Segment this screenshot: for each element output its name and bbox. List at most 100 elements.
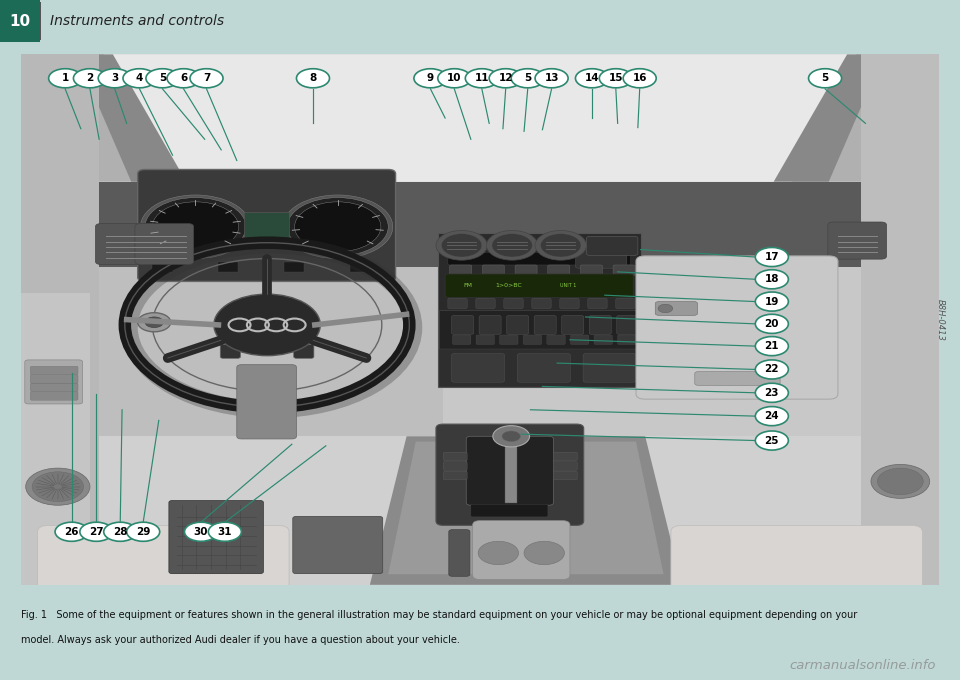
FancyBboxPatch shape bbox=[553, 471, 577, 480]
Text: 16: 16 bbox=[633, 73, 647, 83]
FancyBboxPatch shape bbox=[31, 392, 78, 401]
Text: 5: 5 bbox=[822, 73, 828, 83]
Text: 3: 3 bbox=[111, 73, 118, 83]
Text: 28: 28 bbox=[113, 527, 128, 537]
Text: 17: 17 bbox=[764, 252, 780, 262]
FancyBboxPatch shape bbox=[828, 222, 887, 259]
FancyBboxPatch shape bbox=[562, 316, 584, 335]
Circle shape bbox=[287, 198, 388, 256]
Circle shape bbox=[442, 234, 482, 257]
Text: 13: 13 bbox=[544, 73, 559, 83]
Circle shape bbox=[98, 69, 132, 88]
Text: FM: FM bbox=[464, 283, 472, 288]
Bar bbox=[284, 262, 304, 272]
FancyBboxPatch shape bbox=[547, 335, 565, 345]
Text: 7: 7 bbox=[203, 73, 210, 83]
FancyBboxPatch shape bbox=[37, 526, 289, 591]
Circle shape bbox=[438, 69, 470, 88]
FancyBboxPatch shape bbox=[616, 316, 638, 335]
FancyBboxPatch shape bbox=[448, 299, 468, 309]
Text: 2: 2 bbox=[86, 73, 93, 83]
FancyBboxPatch shape bbox=[448, 252, 631, 265]
Circle shape bbox=[145, 198, 246, 256]
FancyBboxPatch shape bbox=[239, 305, 259, 318]
Polygon shape bbox=[21, 54, 168, 182]
Text: 14: 14 bbox=[585, 73, 599, 83]
Circle shape bbox=[487, 231, 538, 260]
Circle shape bbox=[756, 270, 788, 289]
FancyBboxPatch shape bbox=[436, 424, 584, 526]
Circle shape bbox=[756, 292, 788, 311]
FancyBboxPatch shape bbox=[589, 316, 612, 335]
FancyBboxPatch shape bbox=[636, 256, 838, 399]
Circle shape bbox=[492, 234, 532, 257]
FancyBboxPatch shape bbox=[671, 526, 923, 591]
Circle shape bbox=[49, 69, 82, 88]
FancyBboxPatch shape bbox=[294, 345, 314, 358]
Bar bbox=[21, 437, 939, 585]
Text: 21: 21 bbox=[764, 341, 780, 351]
FancyBboxPatch shape bbox=[31, 367, 78, 375]
Circle shape bbox=[32, 472, 84, 502]
Text: 5: 5 bbox=[524, 73, 531, 83]
FancyBboxPatch shape bbox=[444, 462, 468, 471]
Circle shape bbox=[184, 522, 218, 541]
Circle shape bbox=[756, 248, 788, 267]
Text: Instruments and controls: Instruments and controls bbox=[50, 14, 224, 28]
Text: 15: 15 bbox=[609, 73, 623, 83]
Circle shape bbox=[871, 464, 929, 498]
FancyBboxPatch shape bbox=[244, 212, 289, 241]
FancyBboxPatch shape bbox=[587, 237, 637, 256]
Text: 26: 26 bbox=[64, 527, 79, 537]
Circle shape bbox=[145, 317, 163, 328]
Circle shape bbox=[527, 313, 551, 326]
Bar bbox=[21, 293, 90, 585]
Text: 31: 31 bbox=[218, 527, 232, 537]
FancyBboxPatch shape bbox=[444, 452, 468, 460]
Circle shape bbox=[466, 69, 498, 88]
FancyBboxPatch shape bbox=[476, 299, 495, 309]
Text: 19: 19 bbox=[765, 296, 779, 307]
Circle shape bbox=[756, 337, 788, 356]
FancyBboxPatch shape bbox=[31, 384, 78, 392]
FancyBboxPatch shape bbox=[452, 335, 470, 345]
Circle shape bbox=[167, 69, 200, 88]
Circle shape bbox=[137, 313, 171, 332]
Text: 10: 10 bbox=[10, 14, 31, 29]
Circle shape bbox=[524, 541, 564, 564]
Circle shape bbox=[756, 360, 788, 379]
Bar bbox=[0, 0, 40, 42]
FancyBboxPatch shape bbox=[444, 471, 468, 480]
FancyBboxPatch shape bbox=[31, 375, 78, 384]
Bar bbox=[153, 262, 173, 272]
Text: 9: 9 bbox=[427, 73, 434, 83]
FancyBboxPatch shape bbox=[293, 516, 383, 574]
Circle shape bbox=[575, 69, 609, 88]
Circle shape bbox=[658, 304, 673, 313]
Text: 23: 23 bbox=[764, 388, 780, 398]
FancyBboxPatch shape bbox=[516, 265, 537, 275]
FancyBboxPatch shape bbox=[451, 354, 504, 382]
FancyBboxPatch shape bbox=[553, 452, 577, 460]
Circle shape bbox=[756, 431, 788, 450]
FancyBboxPatch shape bbox=[451, 316, 473, 335]
Bar bbox=[218, 262, 238, 272]
Circle shape bbox=[877, 468, 924, 494]
FancyBboxPatch shape bbox=[534, 316, 556, 335]
Circle shape bbox=[756, 314, 788, 333]
FancyBboxPatch shape bbox=[553, 462, 577, 471]
FancyBboxPatch shape bbox=[523, 335, 541, 345]
FancyBboxPatch shape bbox=[588, 299, 607, 309]
FancyBboxPatch shape bbox=[615, 299, 636, 309]
FancyBboxPatch shape bbox=[517, 354, 570, 382]
Text: carmanualsonline.info: carmanualsonline.info bbox=[789, 660, 936, 673]
Bar bbox=[505, 441, 516, 503]
Circle shape bbox=[535, 231, 587, 260]
Circle shape bbox=[73, 69, 107, 88]
Circle shape bbox=[104, 522, 136, 541]
Circle shape bbox=[451, 313, 475, 326]
Polygon shape bbox=[774, 54, 884, 182]
FancyBboxPatch shape bbox=[476, 335, 494, 345]
Text: 10: 10 bbox=[447, 73, 462, 83]
Circle shape bbox=[282, 195, 393, 258]
